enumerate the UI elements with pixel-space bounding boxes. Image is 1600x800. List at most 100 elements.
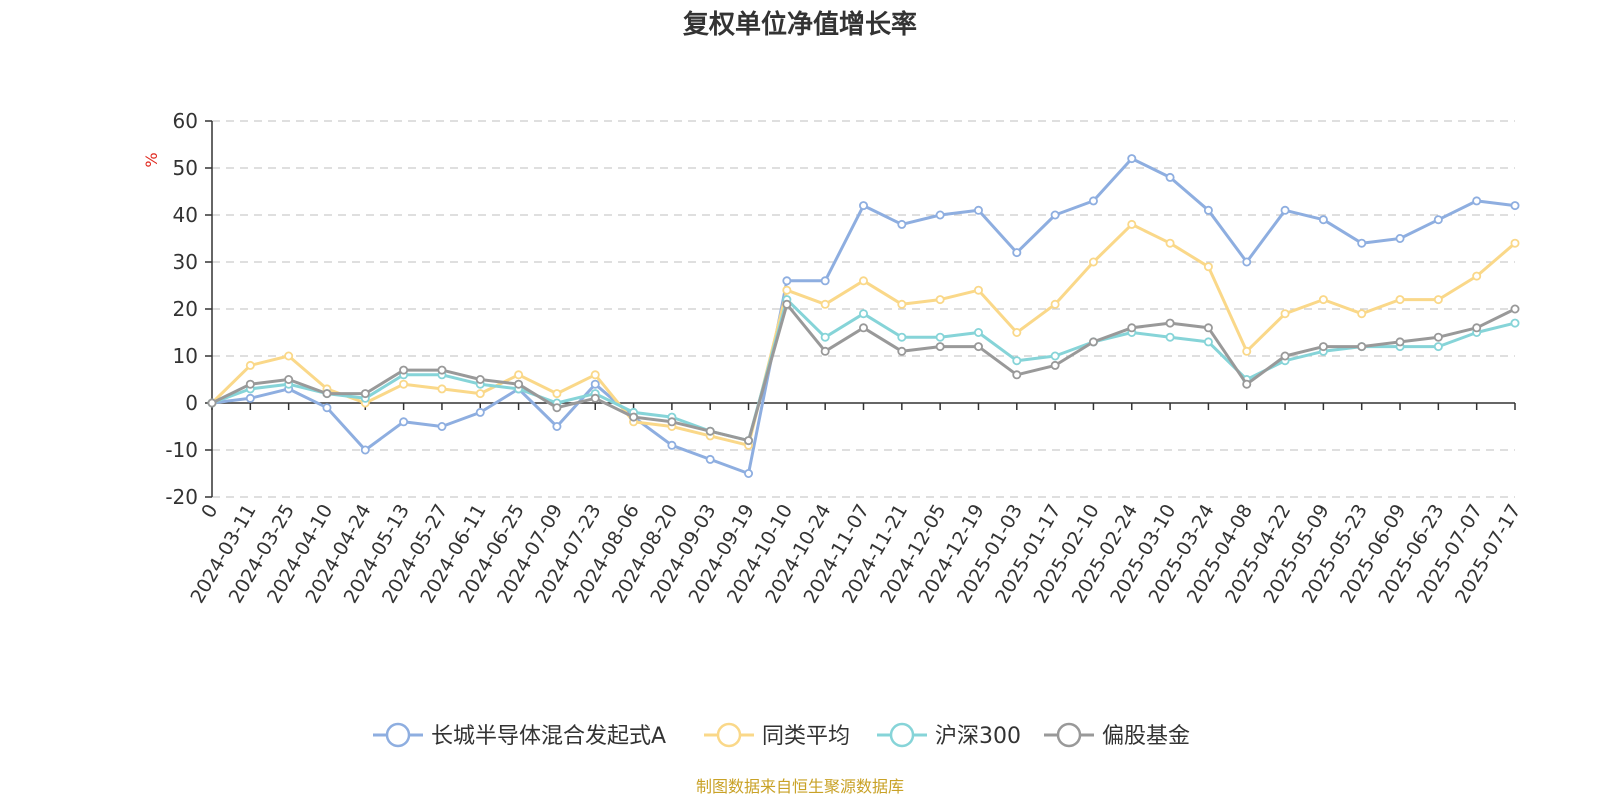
data-point xyxy=(935,342,945,352)
legend-swatch-marker xyxy=(1056,722,1082,748)
data-point xyxy=(475,389,485,399)
y-tick-label: 20 xyxy=(173,297,198,321)
data-point xyxy=(629,412,639,422)
data-point xyxy=(1012,248,1022,258)
data-point xyxy=(322,403,332,413)
data-point xyxy=(897,346,907,356)
data-point xyxy=(897,219,907,229)
data-point xyxy=(973,327,983,337)
legend-label: 同类平均 xyxy=(762,724,850,749)
data-point xyxy=(1433,342,1443,352)
series-line xyxy=(210,222,1517,447)
data-point xyxy=(1318,295,1328,305)
data-point xyxy=(284,351,294,361)
data-point xyxy=(897,332,907,342)
data-point xyxy=(1433,332,1443,342)
y-tick-label: 10 xyxy=(173,344,198,368)
data-point xyxy=(1127,323,1137,333)
legend-item[interactable]: 同类平均 xyxy=(704,722,850,749)
data-point xyxy=(667,440,677,450)
data-point xyxy=(859,201,869,211)
data-point xyxy=(859,309,869,319)
data-point xyxy=(1472,271,1482,281)
data-point xyxy=(1280,309,1290,319)
data-point xyxy=(245,393,255,403)
data-point xyxy=(1203,337,1213,347)
legend[interactable]: 长城半导体混合发起式A 同类平均 沪深300 偏股基金 xyxy=(373,722,1190,749)
data-point xyxy=(1088,196,1098,206)
legend-item[interactable]: 长城半导体混合发起式A xyxy=(373,722,666,749)
data-point xyxy=(1050,210,1060,220)
data-point xyxy=(1203,262,1213,272)
y-tick-label: -10 xyxy=(165,438,198,462)
data-point xyxy=(705,426,715,436)
data-point xyxy=(1510,304,1520,314)
x-tick-label: 0 xyxy=(197,501,222,522)
y-tick-label: -20 xyxy=(165,485,198,509)
y-tick-label: 30 xyxy=(173,250,198,274)
data-point xyxy=(207,398,217,408)
data-point xyxy=(897,299,907,309)
data-point xyxy=(1050,360,1060,370)
data-point xyxy=(245,379,255,389)
data-point xyxy=(973,342,983,352)
y-tick-label: 60 xyxy=(173,109,198,133)
chart-title: 复权单位净值增长率 xyxy=(683,9,917,40)
data-point xyxy=(1050,299,1060,309)
data-point xyxy=(667,417,677,427)
data-point xyxy=(1165,238,1175,248)
data-point xyxy=(820,299,830,309)
data-point xyxy=(782,285,792,295)
data-point xyxy=(935,295,945,305)
data-point xyxy=(1472,323,1482,333)
data-point xyxy=(820,332,830,342)
data-point xyxy=(1280,205,1290,215)
data-point xyxy=(552,403,562,413)
data-point xyxy=(1318,342,1328,352)
data-point xyxy=(1472,196,1482,206)
legend-swatch-marker xyxy=(385,722,411,748)
data-point xyxy=(1242,257,1252,267)
y-axis-ticks: 60 50 40 30 20 10 0 -10 -20 xyxy=(165,109,212,509)
data-point xyxy=(1280,351,1290,361)
data-point xyxy=(437,365,447,375)
data-point xyxy=(782,276,792,286)
data-point xyxy=(1510,201,1520,211)
y-tick-label: 40 xyxy=(173,203,198,227)
legend-swatch-marker xyxy=(716,722,742,748)
data-point xyxy=(1395,233,1405,243)
legend-swatch-marker xyxy=(889,722,915,748)
legend-label: 偏股基金 xyxy=(1102,724,1190,749)
data-point xyxy=(475,407,485,417)
data-point xyxy=(399,365,409,375)
data-point xyxy=(820,276,830,286)
data-point xyxy=(1012,356,1022,366)
legend-item[interactable]: 沪深300 xyxy=(877,722,1021,749)
data-point xyxy=(1088,337,1098,347)
data-point xyxy=(590,370,600,380)
data-point xyxy=(590,393,600,403)
data-point xyxy=(399,379,409,389)
data-point xyxy=(514,370,524,380)
data-point xyxy=(1510,238,1520,248)
data-point xyxy=(360,445,370,455)
data-point xyxy=(1357,309,1367,319)
series-group xyxy=(207,219,1520,450)
data-point xyxy=(1203,323,1213,333)
data-point xyxy=(1012,327,1022,337)
data-point xyxy=(859,276,869,286)
data-point xyxy=(1433,295,1443,305)
legend-item[interactable]: 偏股基金 xyxy=(1044,722,1190,749)
legend-label: 长城半导体混合发起式A xyxy=(431,724,666,749)
data-point xyxy=(744,436,754,446)
data-point xyxy=(1395,337,1405,347)
data-point xyxy=(1127,154,1137,164)
series-group xyxy=(207,154,1520,478)
data-point xyxy=(399,417,409,427)
data-point xyxy=(1510,318,1520,328)
data-point xyxy=(322,389,332,399)
y-tick-label: 50 xyxy=(173,156,198,180)
data-point xyxy=(590,379,600,389)
data-point xyxy=(1242,346,1252,356)
